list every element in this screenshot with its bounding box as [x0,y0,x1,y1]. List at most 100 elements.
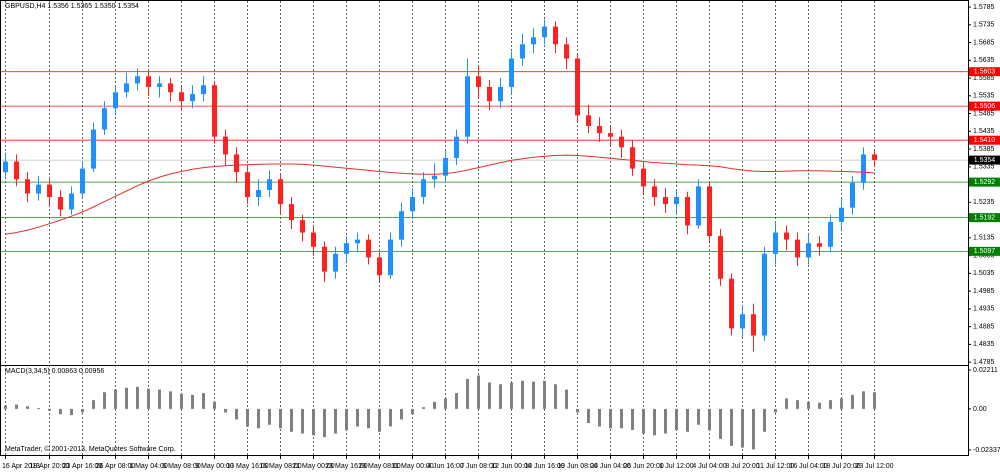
copyright: MetaTrader, © 2001-2013, MetaQuotes Soft… [5,445,176,453]
macd-bar [15,404,18,409]
macd-bar [103,392,106,409]
macd-bar [290,408,293,432]
price-tag-label: 1.5354 [974,157,996,164]
candle-body [839,207,844,222]
candle-body [806,243,811,258]
candle-body [135,76,140,84]
price-tag [969,155,1000,165]
x-tick-label: 1 May 04:00 [129,463,168,470]
x-tick-label: 7 Jun 08:00 [460,463,497,470]
candle-body [850,182,855,208]
macd-bar [334,408,337,434]
chart-title: GBPUSD,H4 1.5356 1.5365 1.5350 1.5354 [5,3,139,10]
macd-bar [4,405,7,409]
candle-body [80,168,85,194]
candle-body [25,179,30,194]
y-tick-label: 1.5485 [973,110,995,117]
candle-body [311,232,316,247]
macd-bar [246,408,249,427]
candle-body [476,76,481,87]
macd-bar [70,408,73,416]
candle-body [597,126,602,134]
macd-bar [202,393,205,409]
candle-body [663,197,668,205]
candle-body [256,189,261,198]
candle-body [377,257,382,276]
price-tag [969,246,1000,256]
price-tag [969,101,1000,111]
macd-bar [873,392,876,409]
macd-bar [345,408,348,431]
y-tick-label: 1.5335 [973,164,995,171]
macd-bar [697,408,700,425]
macd-bar [268,408,271,425]
macd-bar [862,391,865,409]
candle-body [245,172,250,198]
macd-bar [191,394,194,409]
y-tick-label: 1.5735 [973,22,995,29]
candle-body [212,85,217,137]
candle-body [201,85,206,95]
macd-bar [752,408,755,450]
macd-bar [378,408,381,432]
candle-body [124,83,129,93]
candle-body [542,26,547,38]
macd-bar [125,387,128,409]
candle-body [421,179,426,198]
candle-body [498,86,503,102]
candle-body [718,236,723,279]
candle-body [685,197,690,226]
candle-body [784,232,789,240]
candle-body [454,136,459,158]
candle-body [531,37,536,45]
macd-bar [565,389,568,409]
x-tick-label: 16 May 08:00 [259,463,302,470]
macd-bar [400,408,403,420]
macd-bar [301,408,304,434]
x-tick-label: 11 Jul 12:00 [757,463,795,470]
macd-bar [829,400,832,409]
price-tag-label: 1.5506 [974,103,996,110]
price-tag-label: 1.5292 [974,179,996,186]
macd-bar [807,401,810,409]
candle-body [520,44,525,59]
price-tag-label: 1.5192 [974,214,996,221]
candle-body [190,94,195,102]
candle-body [47,184,52,198]
y-tick-label: 1.4785 [973,359,995,366]
candle-body [289,204,294,221]
macd-bar [642,408,645,434]
macd-bar [488,382,491,409]
y-tick-label: 1.4935 [973,306,995,313]
macd-bar [158,389,161,409]
candle-body [333,253,338,272]
y-tick-label: 1.4885 [973,323,995,330]
candle-body [619,136,624,148]
x-tick-label: 31 May 00:00 [391,463,434,470]
price-tag-label: 1.5097 [974,248,996,255]
macd-bar [543,380,546,409]
macd-bar [466,379,469,409]
x-tick-label: 26 Apr 08:00 [96,463,136,470]
candle-body [102,108,107,130]
macd-bar [411,408,414,415]
y-tick-label: -0.02337 [973,447,1000,454]
candle-body [729,278,734,329]
macd-bar [763,408,766,432]
macd-bar [257,408,260,429]
macd-bar [59,408,62,415]
y-tick-label: 1.5085 [973,252,995,259]
candle-body [146,76,151,87]
candle-body [564,44,569,59]
price-tag [969,213,1000,223]
candle-body [707,186,712,237]
x-tick-label: 4 Jul 04:00 [692,463,726,470]
macd-bar [741,408,744,448]
candle-body [113,92,118,109]
candle-body [861,154,866,183]
x-tick-label: 1 Jul 12:00 [659,463,693,470]
price-tag-label: 1.5410 [974,137,996,144]
macd-bar [389,408,392,427]
x-tick-label: 28 May 08:00 [358,463,401,470]
